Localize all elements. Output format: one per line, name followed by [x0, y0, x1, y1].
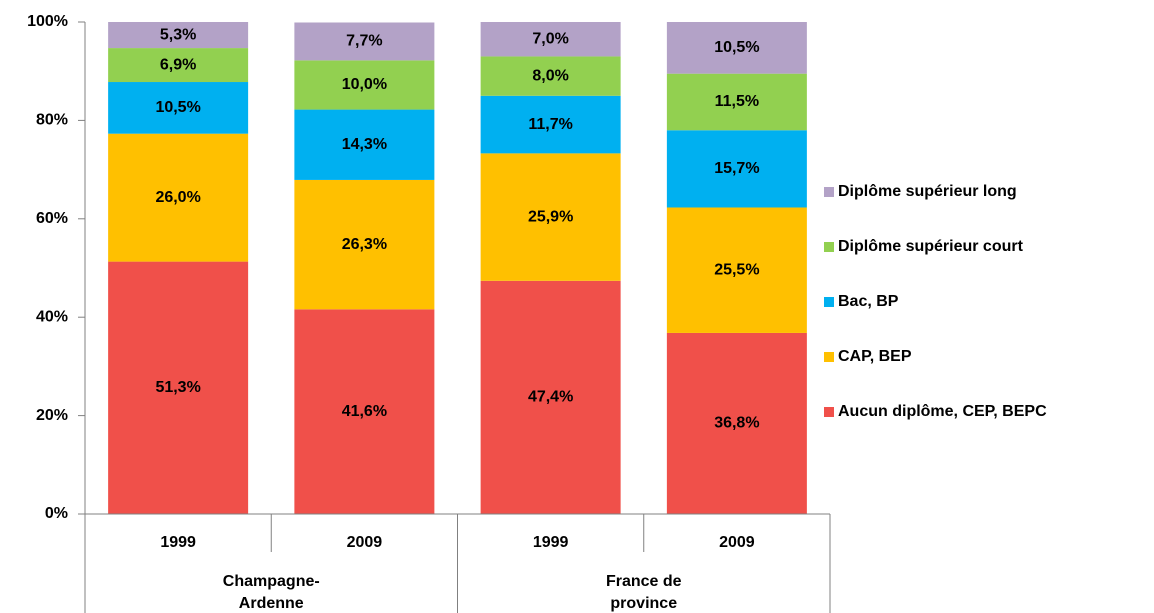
legend-swatch: [824, 352, 834, 362]
bar-segment: [480, 56, 621, 96]
x-tick-label: 2009: [719, 534, 755, 551]
data-label: 15,7%: [714, 160, 759, 177]
y-tick-label: 80%: [36, 112, 68, 129]
data-label: 25,9%: [528, 208, 573, 225]
bar-segment: [666, 130, 807, 208]
data-label: 5,3%: [160, 26, 196, 43]
bar-segment: [108, 82, 249, 134]
bar-segment: [108, 22, 249, 49]
legend-label: Diplôme supérieur long: [838, 183, 1017, 200]
bar-segment: [108, 133, 249, 262]
data-label: 11,5%: [715, 93, 759, 110]
group-label: Ardenne: [239, 595, 304, 612]
bar-segment: [294, 179, 435, 310]
legend-label: Diplôme supérieur court: [838, 238, 1024, 255]
data-label: 36,8%: [714, 415, 759, 432]
y-tick-label: 0%: [45, 505, 68, 522]
bar-segment: [294, 309, 435, 514]
data-label: 10,0%: [342, 76, 387, 93]
legend-swatch: [824, 407, 834, 417]
data-label: 6,9%: [160, 56, 196, 73]
bar-segment: [666, 207, 807, 333]
bar-segment: [294, 60, 435, 110]
data-label: 47,4%: [528, 389, 573, 406]
data-label: 26,0%: [155, 189, 200, 206]
bar-segment: [666, 73, 807, 131]
bar-segment: [666, 332, 807, 514]
x-tick-label: 2009: [347, 534, 383, 551]
group-label: province: [610, 595, 677, 612]
data-label: 11,7%: [528, 116, 572, 133]
data-label: 41,6%: [342, 403, 387, 420]
bar-segment: [480, 95, 621, 154]
data-label: 7,0%: [532, 30, 568, 47]
data-label: 7,7%: [346, 33, 382, 50]
group-label: France de: [606, 573, 682, 590]
x-tick-label: 1999: [533, 534, 569, 551]
legend-swatch: [824, 297, 834, 307]
data-label: 51,3%: [155, 379, 200, 396]
y-tick-label: 100%: [27, 13, 68, 30]
bar-segment: [480, 280, 621, 514]
bar-segment: [294, 109, 435, 180]
bar-segment: [480, 22, 621, 57]
legend-label: Bac, BP: [838, 293, 899, 310]
legend-swatch: [824, 187, 834, 197]
bar-segment: [108, 48, 249, 83]
data-label: 8,0%: [532, 67, 568, 84]
legend-swatch: [824, 242, 834, 252]
group-label: Champagne-: [223, 573, 320, 590]
legend-label: Aucun diplôme, CEP, BEPC: [838, 403, 1047, 420]
y-tick-label: 60%: [36, 210, 68, 227]
bar-segment: [108, 261, 249, 514]
y-tick-label: 40%: [36, 308, 68, 325]
x-tick-label: 1999: [160, 534, 196, 551]
legend-label: CAP, BEP: [838, 348, 912, 365]
y-tick-label: 20%: [36, 407, 68, 424]
data-label: 10,5%: [714, 39, 759, 56]
bar-segment: [294, 22, 435, 61]
data-label: 14,3%: [342, 136, 387, 153]
data-label: 10,5%: [155, 99, 200, 116]
data-label: 25,5%: [714, 261, 759, 278]
data-label: 26,3%: [342, 236, 387, 253]
bar-segment: [666, 22, 807, 74]
bar-segment: [480, 153, 621, 281]
